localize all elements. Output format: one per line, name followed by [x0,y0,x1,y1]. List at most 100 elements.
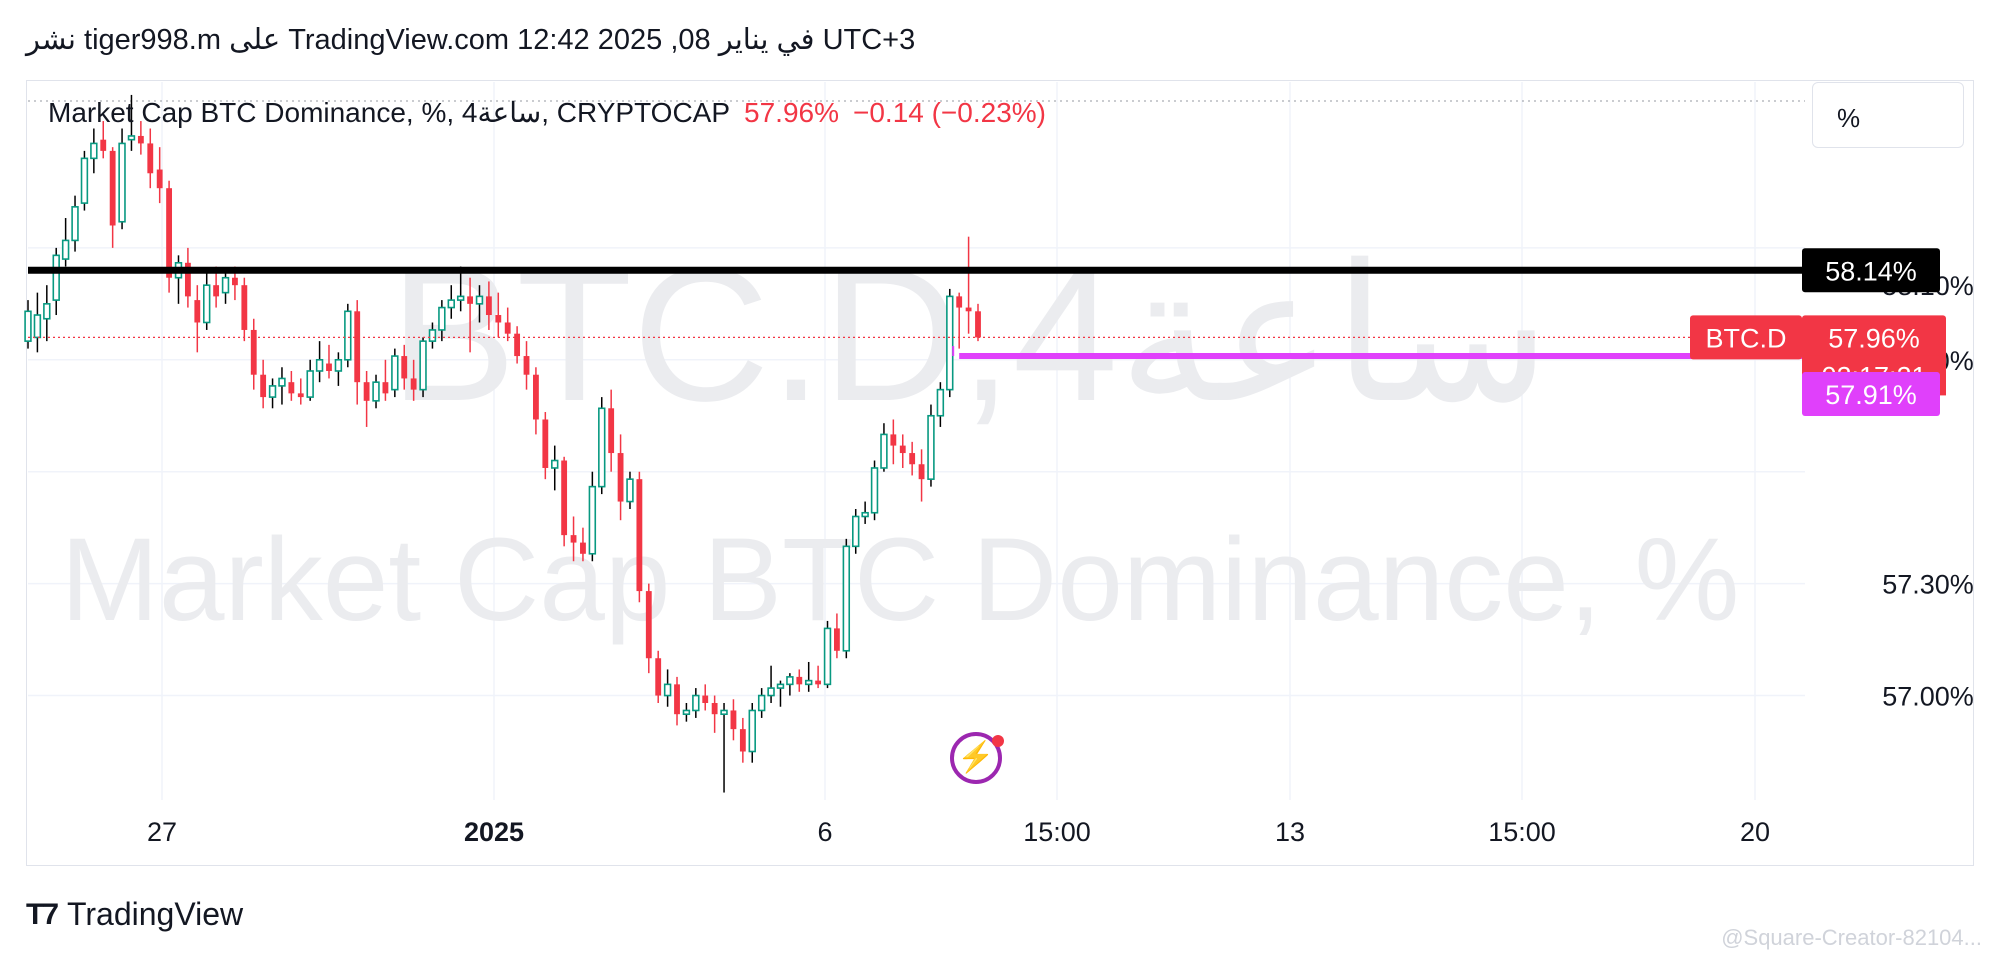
time-tick: 27 [147,817,177,847]
watermark-name: Market Cap BTC Dominance, % [61,514,1740,646]
candle-down [523,356,530,375]
symbol-label-bg [1690,315,1802,360]
candle-up [428,329,437,342]
candle-down [739,729,746,752]
candle-up [447,299,455,309]
price-tick: 57.00% [1882,682,1974,712]
candle-down [504,322,511,334]
tradingview-logo[interactable]: T7 TradingView [26,896,243,933]
candle-up [268,385,277,398]
price-axis[interactable]: 57.30%57.00%57.90%58.10%58.14%57.96%02:1… [1690,248,1974,712]
candle-up [475,295,484,305]
candle-up [344,310,352,361]
target-price-label-bg [1802,372,1940,417]
candle-down [975,311,981,338]
candle-down [617,453,624,502]
candle-down [542,419,549,468]
candle-down [401,356,408,379]
candle-up [306,370,314,398]
candle-down [580,542,586,554]
candle-up [438,306,446,331]
candle-down [250,329,257,375]
candle-up [692,694,700,712]
candle-down [232,277,238,286]
price-tick: 57.30% [1882,570,1974,600]
candle-down [100,139,107,151]
candle-up [720,709,728,715]
candle-up [118,142,126,223]
candle-down [636,479,643,592]
percent-scale-button[interactable]: % [1812,82,1964,148]
candle-up [767,687,775,697]
candle-down [899,445,906,454]
candle-down [711,703,718,715]
candle-down [815,680,822,685]
time-tick: 2025 [464,817,524,847]
brand-name: TradingView [67,896,244,932]
candle-down [297,393,304,398]
candle-up [823,627,832,686]
candle-down [147,143,154,174]
candle-up [598,407,606,488]
candle-up [663,683,672,697]
candle-up [33,314,42,339]
candle-down [909,453,916,465]
candle-up [927,414,935,480]
candle-down [495,315,502,323]
lightning-icon[interactable]: ⚡ [950,732,1002,784]
candle-up [776,683,785,689]
candle-down [645,591,652,659]
grid [28,82,1805,800]
candle-down [156,169,163,189]
candle-up [757,694,766,712]
publisher-line: نشر tiger998.m على TradingView.com 12:42… [26,24,916,56]
candle-down [166,188,173,278]
candle-down [241,285,248,330]
credit-watermark: @Square-Creator-82104... [1721,925,1982,950]
candle-up [419,340,427,391]
watermark-symbol: BTC.D,4ساعة [390,229,1551,441]
candle-down [890,434,897,446]
time-axis[interactable]: 27 2025 6 15:00 13 15:00 20 [147,817,1770,847]
candle-up [334,358,343,372]
candle-up [861,511,869,518]
candles [24,94,981,793]
candle-down [514,333,521,357]
time-tick: 13 [1275,817,1305,847]
chart-pane[interactable] [26,80,1974,866]
symbol-label: BTC.D [1706,323,1787,353]
candle-up [946,295,954,391]
candle-up [870,467,879,514]
candle-up [127,135,136,141]
candle-up [90,142,98,160]
candle-up [626,478,634,503]
candle-down [260,374,267,398]
candle-up [456,295,465,301]
level-price-label-bg [1802,248,1940,293]
candle-down [796,676,803,685]
legend: Market Cap BTC Dominance, %, 4ساعة, CRYP… [48,96,1046,129]
horizontal-lines[interactable] [28,266,1805,360]
tv-logo-icon: T7 [26,897,59,931]
candle-down [194,300,201,323]
time-tick: 15:00 [1488,817,1556,847]
candle-up [221,276,230,294]
candle-up [52,254,60,301]
candle-up [315,358,324,372]
candle-down [655,658,662,696]
candle-down [288,382,295,394]
candle-down [326,363,332,371]
candle-down [382,382,389,394]
candle-down [533,374,539,420]
candle-down [137,135,144,144]
last-price-label: 57.96% [1828,323,1920,353]
candle-down [363,382,370,401]
candle-down [730,710,737,730]
candle-down [965,307,972,312]
candle-up [61,239,70,260]
candle-down [570,535,577,543]
candle-up [372,381,380,402]
candle-up [842,545,851,652]
candle-up [804,679,813,686]
